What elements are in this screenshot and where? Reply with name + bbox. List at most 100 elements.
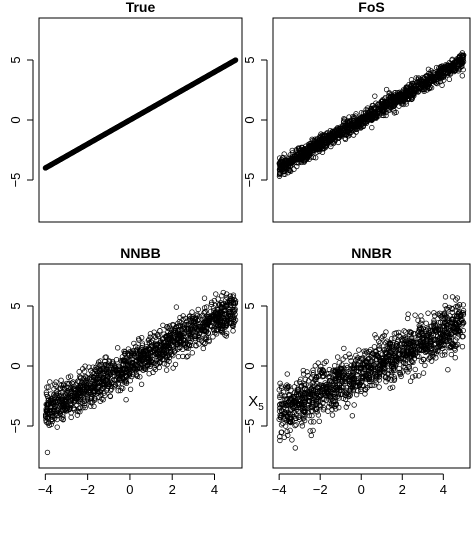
point xyxy=(58,377,64,383)
point xyxy=(139,340,145,346)
point xyxy=(312,363,318,369)
point xyxy=(388,372,394,379)
point xyxy=(416,322,422,329)
point xyxy=(310,367,316,373)
point xyxy=(298,149,305,155)
point xyxy=(81,376,87,382)
panel-title-nnbb: NNBB xyxy=(120,245,160,261)
point xyxy=(74,407,80,414)
point xyxy=(102,361,108,368)
point xyxy=(214,310,221,317)
point xyxy=(403,101,410,107)
point xyxy=(426,70,432,77)
point xyxy=(60,401,66,408)
point xyxy=(439,352,445,358)
point xyxy=(220,289,226,296)
point xyxy=(138,381,145,387)
y-tick-label: 5 xyxy=(242,56,257,63)
point xyxy=(363,376,369,382)
point xyxy=(326,135,333,141)
point xyxy=(186,314,193,320)
point xyxy=(284,158,290,164)
point xyxy=(130,348,136,354)
point xyxy=(185,345,192,351)
point xyxy=(48,401,54,407)
point xyxy=(382,374,388,381)
point xyxy=(296,391,302,398)
point xyxy=(410,91,417,98)
panel-nnbr: NNBR−505−4 −2 0 2 4 xyxy=(242,245,471,497)
point xyxy=(54,424,60,430)
point xyxy=(386,343,393,349)
point xyxy=(391,110,398,116)
panel-title-fos: FoS xyxy=(358,0,384,15)
point xyxy=(75,378,81,384)
point xyxy=(453,314,460,320)
point xyxy=(367,347,374,353)
point xyxy=(159,353,165,359)
point xyxy=(211,297,218,304)
point xyxy=(233,57,239,63)
point xyxy=(157,360,163,366)
point xyxy=(78,391,84,397)
point xyxy=(137,352,144,358)
point xyxy=(131,340,137,347)
point xyxy=(184,345,190,351)
point xyxy=(314,406,320,412)
point xyxy=(309,136,315,142)
point xyxy=(196,313,203,320)
point xyxy=(172,361,179,368)
point xyxy=(441,311,448,318)
point xyxy=(145,361,152,367)
point xyxy=(442,349,448,355)
point xyxy=(276,173,283,179)
point xyxy=(342,374,348,381)
point xyxy=(284,428,290,435)
point xyxy=(119,371,126,377)
point xyxy=(433,64,440,71)
point xyxy=(47,379,53,385)
point xyxy=(369,124,375,131)
point xyxy=(166,352,173,358)
point xyxy=(143,350,150,356)
point xyxy=(227,313,233,319)
point xyxy=(443,313,449,319)
point xyxy=(221,311,227,318)
point xyxy=(342,396,349,402)
point xyxy=(343,404,349,410)
point xyxy=(93,375,99,381)
point xyxy=(185,325,191,332)
point xyxy=(412,366,418,373)
point xyxy=(139,358,145,364)
point xyxy=(383,329,389,335)
point xyxy=(373,335,379,341)
point xyxy=(440,330,447,336)
point xyxy=(407,328,413,335)
point xyxy=(215,324,222,330)
point xyxy=(180,313,186,319)
point xyxy=(379,112,385,118)
point xyxy=(213,316,219,322)
point xyxy=(384,100,390,106)
point xyxy=(121,356,127,363)
point xyxy=(43,414,49,420)
point xyxy=(118,371,124,377)
point xyxy=(107,387,114,394)
point xyxy=(163,367,170,373)
point xyxy=(443,305,450,312)
panel-title-true: True xyxy=(126,0,156,15)
point xyxy=(395,99,401,105)
point xyxy=(292,445,298,451)
point xyxy=(388,98,394,105)
point xyxy=(376,343,383,349)
point xyxy=(431,318,437,324)
point xyxy=(369,117,375,124)
point xyxy=(418,313,424,319)
data-points-nnbb xyxy=(42,289,239,456)
point xyxy=(347,393,353,399)
point xyxy=(173,304,180,310)
point xyxy=(315,412,322,418)
point xyxy=(77,409,83,415)
point xyxy=(287,160,293,167)
point xyxy=(183,344,189,350)
